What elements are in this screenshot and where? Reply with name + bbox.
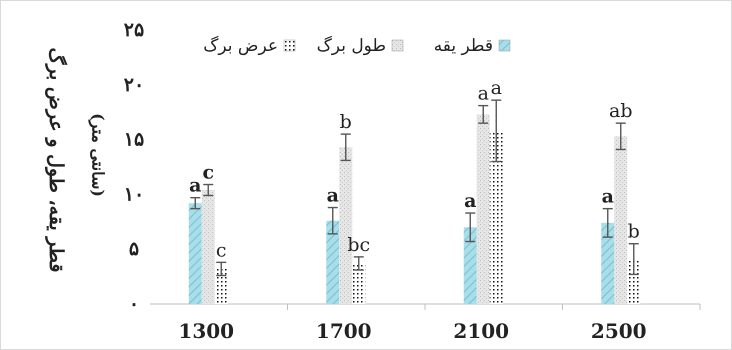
legend-swatch-3	[283, 39, 296, 52]
significance-letter: ab	[609, 100, 633, 122]
x-tick-label: 2100	[453, 319, 509, 343]
bar-1-2100	[463, 227, 477, 304]
significance-letter: a	[464, 190, 476, 212]
x-tick-label: 1700	[316, 319, 372, 343]
bar-3-1300	[214, 268, 228, 304]
bar-2-1700	[339, 147, 353, 304]
x-tick-label: 1300	[178, 319, 234, 343]
bar-2-1300	[201, 190, 215, 304]
significance-letter: a	[189, 175, 201, 197]
bar-1-1700	[326, 220, 340, 304]
legend-swatch-2	[391, 39, 404, 52]
y-tick-label: ۱۰	[124, 183, 144, 205]
significance-letter: b	[340, 111, 352, 133]
legend-swatch-1	[498, 39, 511, 52]
y-tick-label: ۲۰	[124, 74, 144, 96]
y-tick-label: ۰	[129, 293, 139, 315]
significance-letter: c	[216, 239, 227, 261]
legend-label-1: قطر یقه	[434, 36, 493, 56]
bar-1-2500	[601, 222, 615, 304]
y-tick-label: ۱۵	[124, 129, 144, 151]
bar-3-2100	[489, 130, 503, 304]
bar-2-2500	[614, 136, 628, 304]
bar-3-2500	[627, 259, 641, 304]
bar-1-1300	[188, 203, 202, 304]
significance-letter: a	[327, 185, 339, 207]
significance-letter: bc	[347, 234, 370, 256]
legend-label-3: عرض برگ	[203, 35, 278, 56]
x-tick-label: 2500	[591, 319, 647, 343]
y-tick-label: ۲۵	[124, 19, 144, 41]
significance-letter: a	[478, 83, 489, 105]
y-tick-label: ۵	[129, 238, 139, 260]
significance-letter: a	[602, 186, 614, 208]
bar-3-1700	[352, 263, 366, 304]
bar-2-2100	[476, 114, 490, 304]
legend-label-2: طول برگ	[317, 35, 386, 56]
significance-letter: c	[202, 162, 214, 184]
significance-letter: b	[628, 221, 640, 243]
significance-letter: a	[491, 77, 502, 99]
